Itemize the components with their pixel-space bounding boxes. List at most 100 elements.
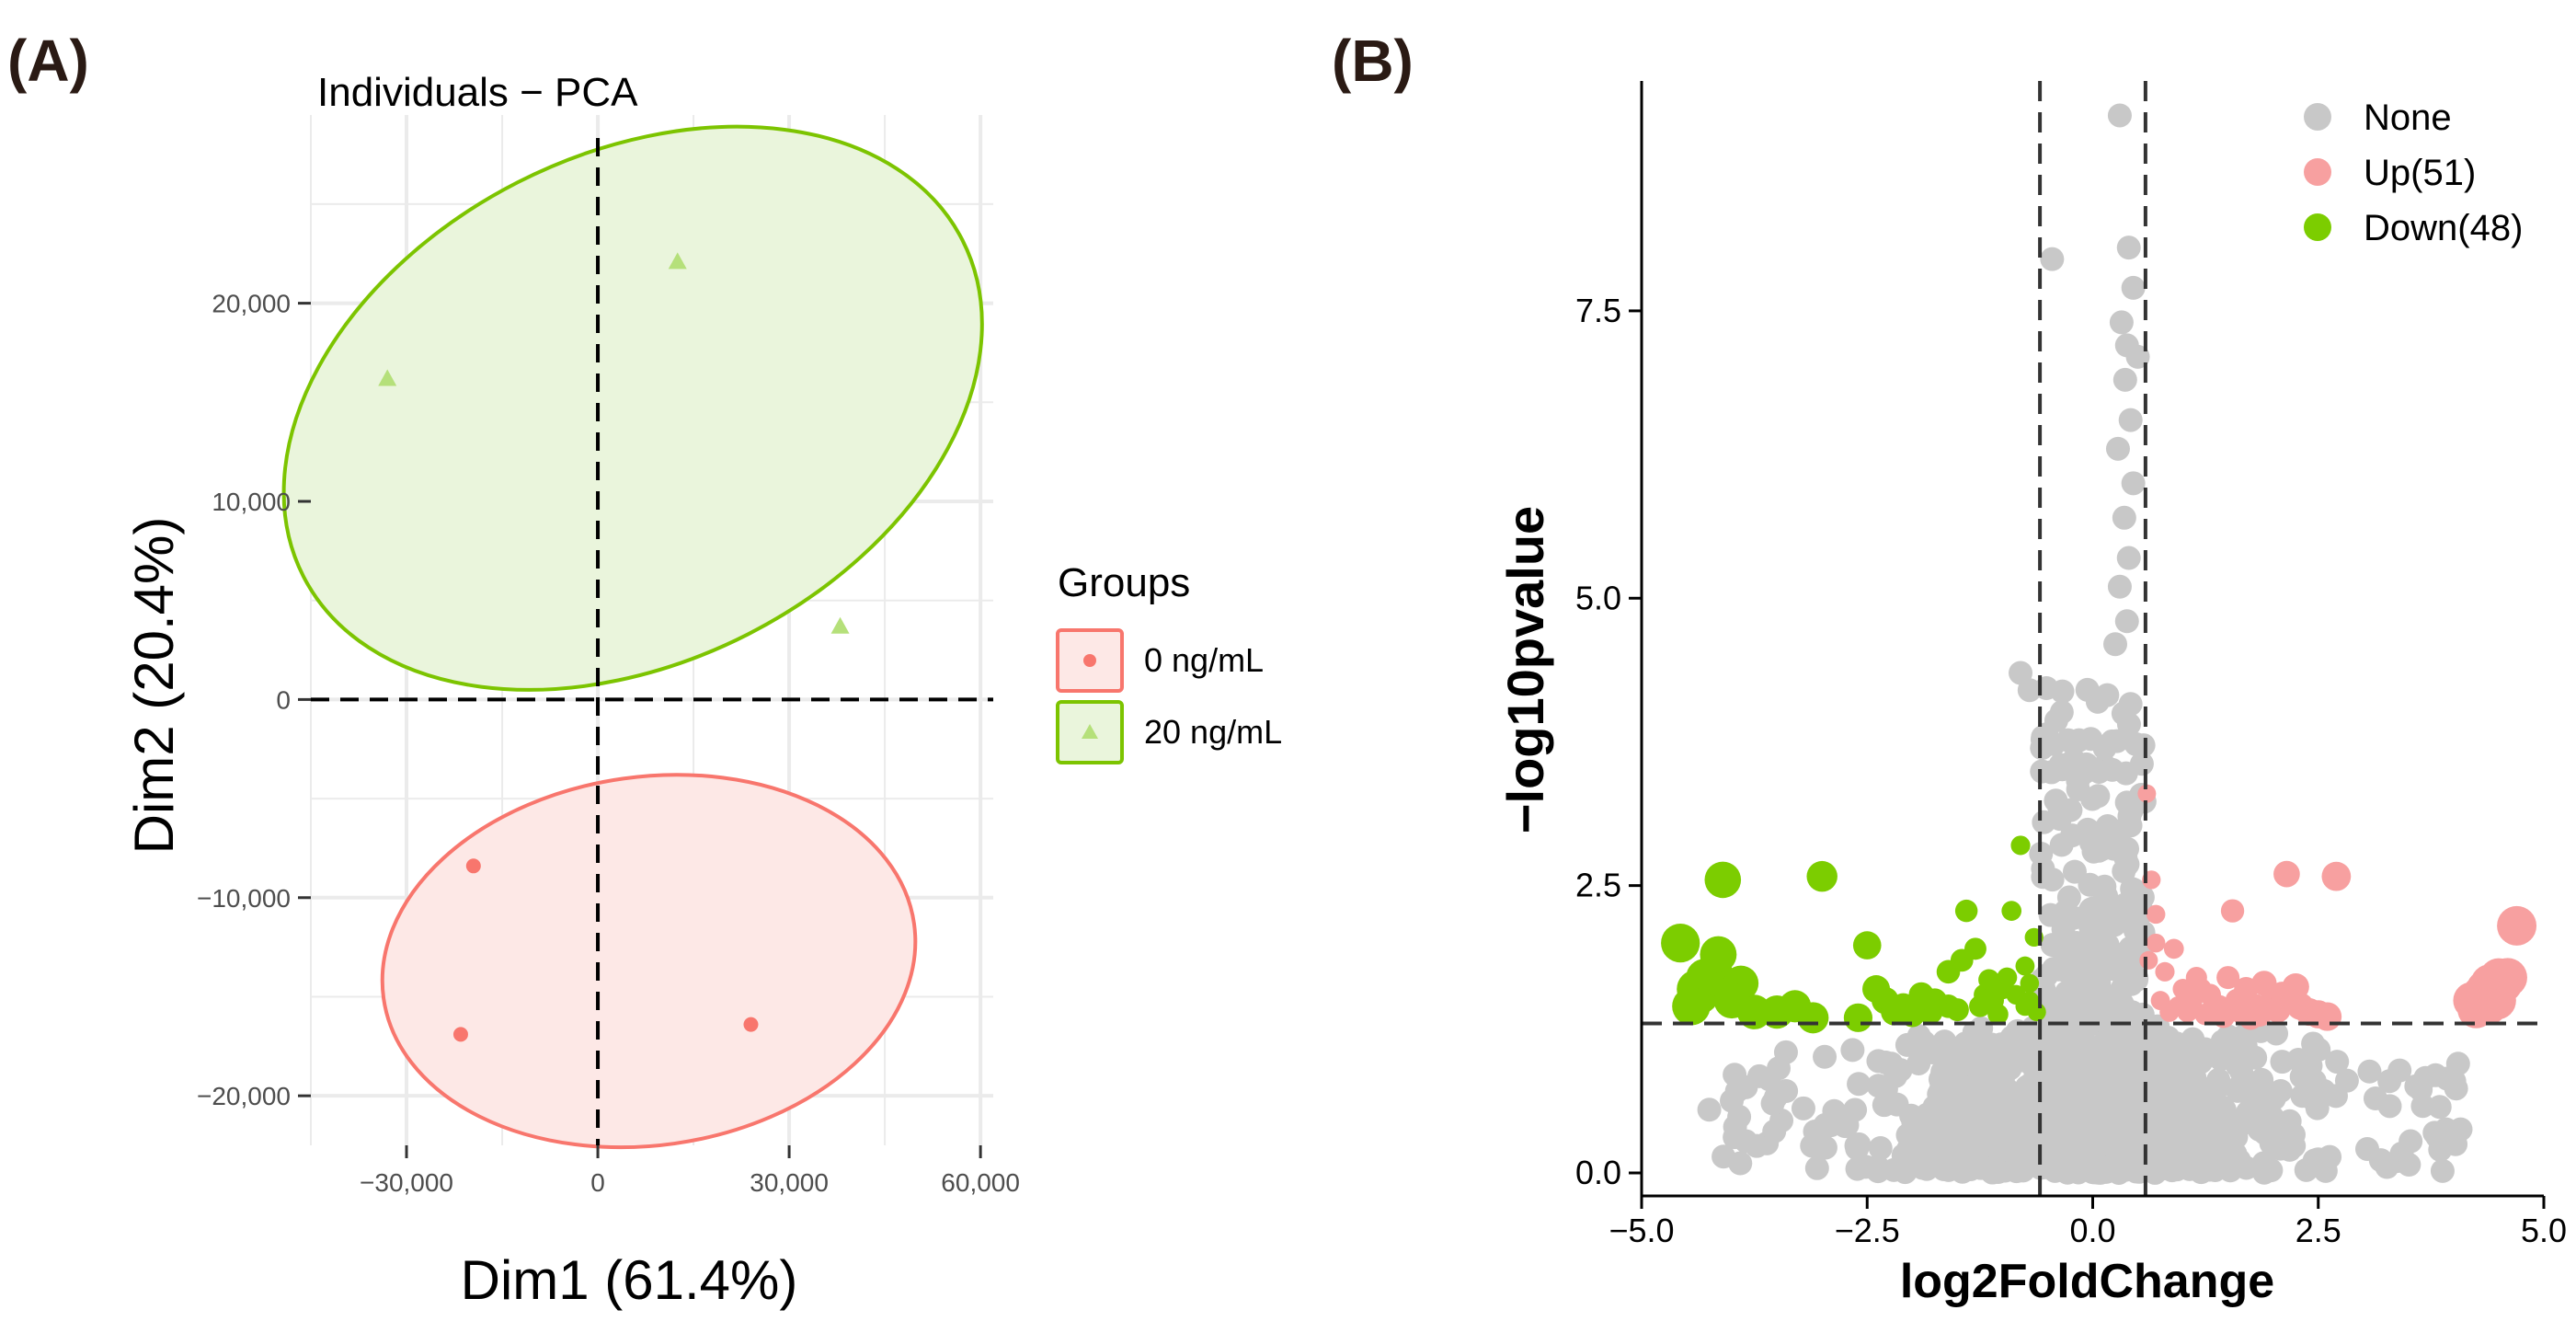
pca-point-treated <box>830 616 850 634</box>
volcano-point-up <box>2137 784 2157 803</box>
volcano-x-tick-label: −5.0 <box>1609 1212 1674 1249</box>
volcano-point-none <box>1835 1112 1860 1137</box>
pca-y-tick-label: −10,000 <box>197 884 291 913</box>
volcano-point-none <box>2208 1047 2233 1072</box>
volcano-point-none <box>2078 872 2102 897</box>
volcano-point-none <box>1723 1063 1747 1087</box>
volcano-point-none <box>2086 784 2111 809</box>
volcano-point-none <box>2290 1084 2315 1109</box>
volcano-point-none <box>2105 436 2130 461</box>
volcano-legend-marker <box>2304 103 2331 131</box>
volcano-point-none <box>1844 1133 1869 1158</box>
volcano-point-none <box>2109 310 2134 335</box>
volcano-x-tick-label: 2.5 <box>2296 1212 2341 1249</box>
volcano-point-none <box>1968 1154 1993 1178</box>
volcano-point-none <box>2294 1157 2318 1182</box>
volcano-point-down <box>1672 987 1711 1026</box>
volcano-point-none <box>2386 1148 2410 1173</box>
volcano-point-up <box>2468 987 2507 1026</box>
volcano-point-none <box>2098 821 2123 845</box>
volcano-point-down <box>2015 956 2035 976</box>
volcano-chart: −5.0 −2.5 0.0 2.5 5.0 0.0 2.5 5.0 7.5 log2FoldCha… <box>1496 81 2567 1308</box>
volcano-point-down <box>2001 901 2022 921</box>
volcano-point-none <box>2122 878 2147 902</box>
volcano-point-none <box>1928 1112 1952 1137</box>
volcano-point-none <box>2298 1053 2323 1078</box>
volcano-point-none <box>1907 1117 1932 1142</box>
volcano-point-none <box>2022 1031 2047 1056</box>
volcano-point-none <box>2063 1038 2088 1063</box>
volcano-point-none <box>2119 971 2144 996</box>
volcano-point-none <box>2325 1050 2350 1074</box>
volcano-point-none <box>1773 1040 1798 1064</box>
volcano-point-none <box>1906 1024 1931 1049</box>
volcano-point-none <box>1813 1044 1838 1069</box>
volcano-point-none <box>2131 1156 2156 1181</box>
volcano-point-none <box>2131 733 2156 758</box>
volcano-legend-marker <box>2304 158 2331 186</box>
volcano-point-down <box>1806 860 1838 892</box>
volcano-point-down <box>2020 973 2040 994</box>
volcano-point-none <box>2069 1086 2094 1111</box>
volcano-point-none <box>2357 1059 2382 1084</box>
volcano-point-none <box>2087 759 2112 784</box>
volcano-point-none <box>2430 1158 2455 1183</box>
volcano-point-none <box>2081 903 2106 928</box>
volcano-x-tick-label: 0.0 <box>2069 1212 2115 1249</box>
pca-legend-title: Groups <box>1058 560 1190 605</box>
volcano-point-none <box>2270 1050 2295 1074</box>
volcano-point-none <box>2427 1095 2452 1120</box>
volcano-point-none <box>2206 1143 2231 1168</box>
volcano-point-none <box>1840 1038 1865 1063</box>
volcano-x-axis-label: log2FoldChange <box>1900 1255 2274 1308</box>
volcano-x-tick-label: −2.5 <box>1835 1212 1900 1249</box>
volcano-point-none <box>1727 1104 1752 1129</box>
volcano-point-none <box>2010 1126 2035 1151</box>
volcano-point-none <box>2107 103 2132 128</box>
pca-legend-marker-treated <box>1082 724 1098 739</box>
volcano-point-none <box>2117 804 2142 829</box>
volcano-point-none <box>1762 1119 1787 1143</box>
volcano-point-down <box>1899 1001 1926 1028</box>
volcano-point-none <box>1920 1040 1945 1064</box>
volcano-y-tick-label: 0.0 <box>1575 1154 1621 1191</box>
volcano-legend-label: Down(48) <box>2364 208 2523 248</box>
volcano-point-none <box>1954 1040 1979 1065</box>
volcano-point-none <box>2323 1084 2348 1109</box>
volcano-point-down <box>1852 931 1882 960</box>
volcano-point-none <box>2116 546 2141 570</box>
pca-point-treated <box>668 252 687 270</box>
volcano-point-down <box>1704 861 1742 899</box>
volcano-point-up <box>2155 961 2175 982</box>
volcano-point-none <box>2354 1136 2379 1161</box>
volcano-x-tick-label: 5.0 <box>2521 1212 2567 1249</box>
volcano-point-none <box>1987 1139 2012 1164</box>
pca-chart: −30,000 0 30,000 60,000 −20,000 −10,000 0 10,00… <box>123 70 1282 1311</box>
volcano-point-none <box>1791 1096 1815 1120</box>
volcano-point-none <box>2053 899 2078 924</box>
volcano-point-none <box>2079 831 2104 856</box>
pca-point-control <box>452 1027 468 1042</box>
volcano-point-none <box>1892 1157 1917 1182</box>
volcano-point-none <box>2445 1051 2470 1076</box>
volcano-point-down <box>1997 967 2018 988</box>
volcano-point-none <box>2107 574 2132 599</box>
volcano-point-none <box>1853 1155 1878 1179</box>
volcano-point-none <box>1872 1093 1896 1118</box>
volcano-point-up <box>2238 1005 2263 1030</box>
volcano-point-none <box>2087 971 2112 995</box>
pca-legend-label: 20 ng/mL <box>1144 713 1282 751</box>
volcano-point-none <box>1942 1150 1967 1175</box>
volcano-point-none <box>1813 1112 1838 1137</box>
volcano-point-down <box>1713 983 1750 1019</box>
volcano-point-none <box>1998 1056 2022 1081</box>
volcano-point-up <box>2497 905 2537 946</box>
volcano-point-none <box>1757 1067 1781 1092</box>
volcano-point-none <box>2313 1158 2338 1183</box>
pca-y-tick-label: 10,000 <box>212 488 291 516</box>
volcano-point-none <box>2448 1117 2473 1142</box>
volcano-point-none <box>2061 939 2086 964</box>
volcano-point-none <box>2112 367 2137 392</box>
volcano-y-tick-label: 2.5 <box>1575 867 1621 904</box>
pca-y-tick-label: 0 <box>276 685 291 714</box>
